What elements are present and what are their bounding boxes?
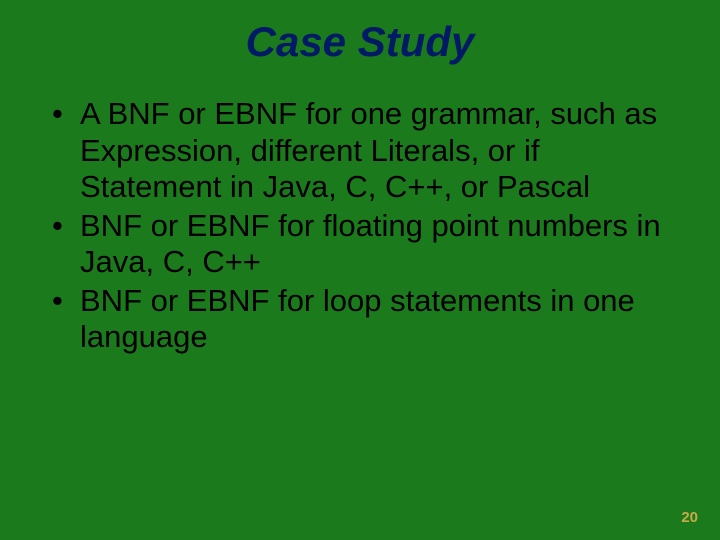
bullet-item: A BNF or EBNF for one grammar, such as E… xyxy=(48,96,680,206)
bullet-item: BNF or EBNF for floating point numbers i… xyxy=(48,208,680,281)
bullet-item: BNF or EBNF for loop statements in one l… xyxy=(48,283,680,356)
bullet-list: A BNF or EBNF for one grammar, such as E… xyxy=(40,96,680,356)
page-number: 20 xyxy=(681,509,698,526)
slide-title: Case Study xyxy=(40,18,680,66)
slide-container: Case Study A BNF or EBNF for one grammar… xyxy=(0,0,720,540)
